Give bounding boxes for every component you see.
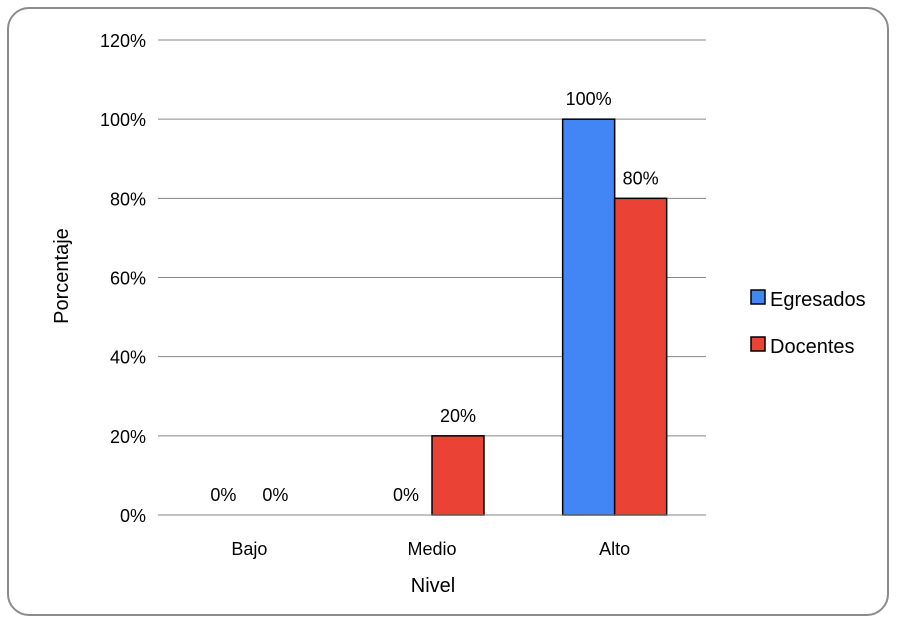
data-label: 0% bbox=[262, 485, 288, 505]
legend-swatch bbox=[750, 289, 766, 305]
y-tick-label: 60% bbox=[110, 269, 146, 289]
x-tick-label: Alto bbox=[599, 539, 630, 559]
data-label: 100% bbox=[566, 89, 612, 109]
bars bbox=[431, 118, 668, 516]
legend-label: Egresados bbox=[770, 289, 866, 311]
x-axis-title: Nivel bbox=[411, 575, 455, 597]
legend: Egresados Docentes bbox=[750, 289, 866, 358]
x-tick-label: Bajo bbox=[231, 539, 267, 559]
y-tick-label: 80% bbox=[110, 189, 146, 209]
legend-swatch bbox=[750, 336, 766, 352]
y-tick-label: 120% bbox=[100, 31, 146, 51]
bar bbox=[561, 118, 616, 516]
data-labels: 0% 0% 0% 20% 100% 80% bbox=[210, 89, 658, 505]
data-label: 0% bbox=[210, 485, 236, 505]
x-axis-tick-labels: Bajo Medio Alto bbox=[231, 539, 630, 559]
y-tick-label: 20% bbox=[110, 427, 146, 447]
data-label: 80% bbox=[623, 168, 659, 188]
data-label: 0% bbox=[393, 485, 419, 505]
y-axis-tick-labels: 0% 20% 40% 60% 80% 100% 120% bbox=[100, 31, 146, 526]
data-label: 20% bbox=[440, 406, 476, 426]
y-tick-label: 100% bbox=[100, 110, 146, 130]
x-tick-label: Medio bbox=[407, 539, 456, 559]
bar bbox=[613, 197, 668, 516]
y-tick-label: 40% bbox=[110, 348, 146, 368]
bar bbox=[431, 435, 485, 516]
y-tick-label: 0% bbox=[120, 506, 146, 526]
legend-label: Docentes bbox=[770, 336, 855, 358]
y-axis-title: Porcentaje bbox=[51, 228, 73, 324]
